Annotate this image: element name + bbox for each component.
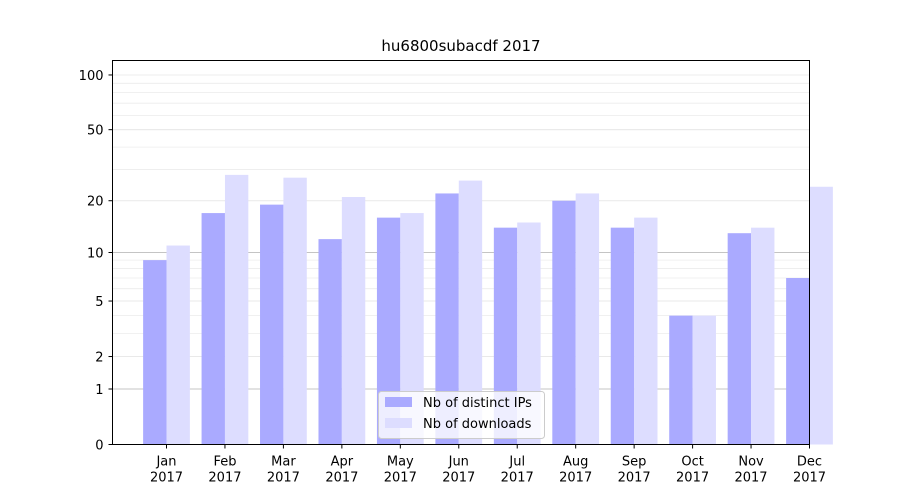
bar-distinct-ips [669, 315, 693, 445]
y-tick-label: 50 [87, 124, 104, 139]
bar-distinct-ips [727, 233, 752, 445]
x-tick-label: Mar 2017 [267, 455, 300, 486]
bar-distinct-ips [143, 260, 167, 445]
x-tick-label: Jul 2017 [501, 455, 534, 486]
bar-downloads [575, 193, 600, 445]
bar-downloads [400, 213, 424, 445]
y-tick-label: 20 [87, 195, 104, 210]
bar-distinct-ips [493, 227, 518, 445]
bar-downloads [809, 186, 833, 445]
y-tick-label: 2 [95, 351, 103, 366]
x-tick-label: Jan 2017 [150, 455, 183, 486]
bar-distinct-ips [435, 193, 459, 445]
y-tick-label: 10 [87, 247, 104, 262]
bar-downloads [751, 227, 775, 445]
x-tick-label: Aug 2017 [559, 455, 592, 486]
y-tick-label: 0 [95, 439, 103, 454]
x-tick-label: May 2017 [384, 455, 417, 486]
bar-downloads [692, 315, 716, 445]
legend-swatch [385, 397, 412, 407]
bar-distinct-ips [318, 239, 342, 445]
x-tick-label: Jun 2017 [442, 455, 475, 486]
x-tick-label: Dec 2017 [793, 455, 826, 486]
chart-title: hu6800subacdf 2017 [381, 37, 540, 55]
legend-swatch [385, 418, 412, 428]
bar-distinct-ips [376, 217, 401, 445]
bars [143, 174, 833, 445]
bar-downloads [458, 180, 483, 445]
x-axis: Jan 2017 Feb 2017 Mar 2017 Apr 2017 May 2017 Jun 20… [150, 444, 826, 486]
bar-downloads [517, 222, 541, 445]
legend-label: Nb of downloads [423, 417, 532, 432]
bar-downloads [166, 245, 190, 445]
y-tick-label: 1 [95, 383, 103, 398]
bar-downloads [224, 174, 249, 445]
y-tick-label: 5 [95, 295, 103, 310]
bar-distinct-ips [610, 227, 635, 445]
x-tick-label: Nov 2017 [734, 455, 767, 486]
legend-label: Nb of distinct IPs [423, 396, 532, 411]
legend-box [378, 391, 545, 439]
bar-downloads [634, 217, 658, 445]
bar-distinct-ips [260, 204, 284, 445]
x-tick-label: Apr 2017 [325, 455, 358, 486]
x-tick-label: Oct 2017 [676, 455, 709, 486]
legend: Nb of distinct IPs Nb of downloads [378, 391, 545, 439]
bar-distinct-ips [786, 277, 810, 445]
x-tick-label: Sep 2017 [618, 455, 651, 486]
bar-downloads [283, 177, 307, 445]
y-axis: 0 1 2 5 10 20 50 100 [79, 69, 113, 454]
bar-downloads [341, 196, 366, 445]
bar-distinct-ips [201, 213, 225, 445]
y-tick-label: 100 [79, 69, 104, 84]
bar-distinct-ips [552, 200, 576, 445]
x-tick-label: Feb 2017 [208, 455, 241, 486]
